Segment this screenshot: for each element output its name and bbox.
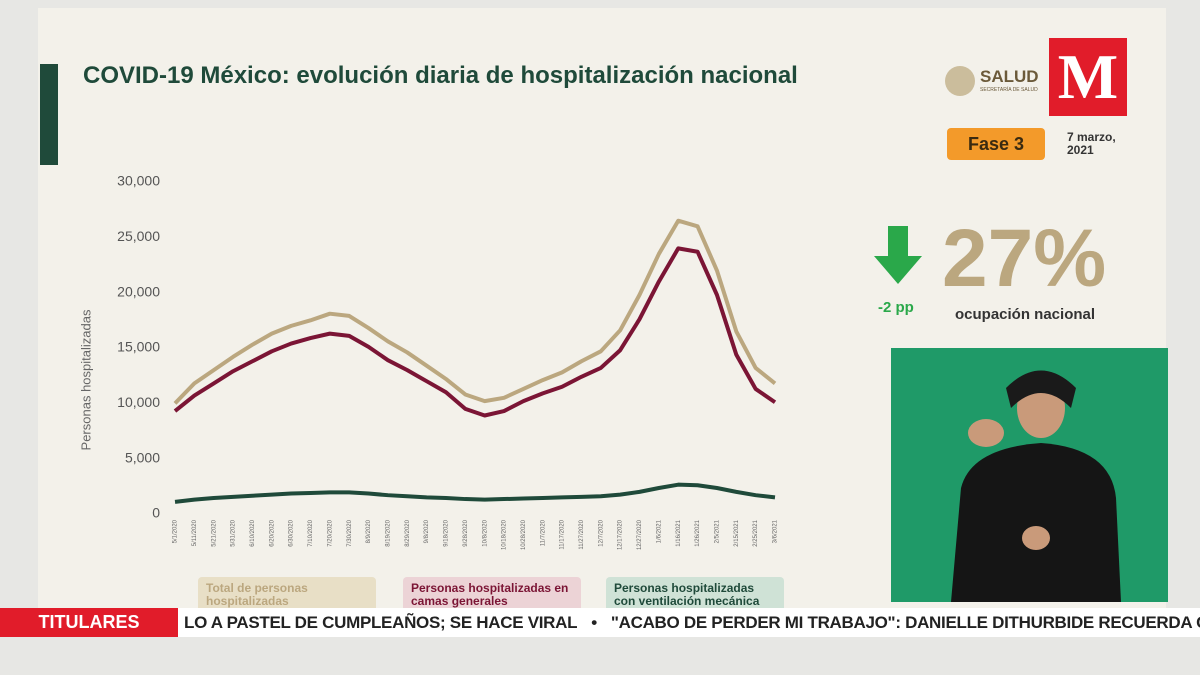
ticker-item: LO A PASTEL DE CUMPLEAÑOS; SE HACE VIRAL bbox=[184, 613, 578, 632]
chart-title: COVID-19 México: evolución diaria de hos… bbox=[83, 62, 798, 89]
x-tick-label: 11/17/2020 bbox=[560, 519, 566, 549]
x-tick-label: 3/6/2021 bbox=[773, 519, 779, 543]
x-tick-label: 1/6/2021 bbox=[656, 519, 662, 543]
x-tick-label: 6/20/2020 bbox=[269, 519, 275, 546]
x-tick-label: 12/7/2020 bbox=[598, 519, 604, 546]
series-line bbox=[174, 482, 776, 504]
ticker-item: • bbox=[591, 613, 597, 632]
logo-subtext: SECRETARÍA DE SALUD bbox=[980, 87, 1038, 93]
x-tick-label: 8/9/2020 bbox=[366, 519, 372, 543]
x-tick-label: 8/29/2020 bbox=[405, 519, 411, 546]
x-tick-label: 2/15/2021 bbox=[734, 519, 740, 546]
x-tick-label: 5/21/2020 bbox=[211, 519, 217, 546]
chart: Personas hospitalizadas 0 5,000 10,000 15,0… bbox=[78, 173, 779, 550]
x-tick-label: 9/8/2020 bbox=[424, 519, 430, 543]
interpreter bbox=[951, 370, 1121, 602]
x-tick-label: 9/28/2020 bbox=[463, 519, 469, 546]
kpi-value: 27% bbox=[942, 213, 1107, 304]
legend-entry: Personas hospitalizadas en camas general… bbox=[403, 577, 581, 613]
x-tick-label: 2/25/2021 bbox=[753, 519, 759, 546]
x-tick-label: 12/17/2020 bbox=[618, 519, 624, 550]
x-tick-label: 11/27/2020 bbox=[579, 519, 585, 549]
footer bbox=[0, 637, 1200, 675]
logo-emblem bbox=[945, 66, 975, 96]
x-tick-label: 10/28/2020 bbox=[521, 519, 527, 550]
channel-logo: M bbox=[1049, 38, 1127, 116]
x-tick-label: 7/20/2020 bbox=[327, 519, 333, 546]
y-tick-label: 25,000 bbox=[117, 228, 160, 244]
x-tick-label: 5/31/2020 bbox=[231, 519, 237, 546]
x-tick-label: 2/5/2021 bbox=[715, 519, 721, 543]
series-line bbox=[173, 218, 777, 405]
x-tick-label: 5/11/2020 bbox=[192, 519, 198, 546]
legend-entry: Total de personas hospitalizadas bbox=[198, 577, 376, 613]
logo-text: SALUD bbox=[980, 67, 1039, 86]
x-tick-label: 11/7/2020 bbox=[540, 519, 546, 546]
down-arrow bbox=[874, 226, 922, 284]
x-tick-label: 9/18/2020 bbox=[444, 519, 450, 546]
y-tick-label: 10,000 bbox=[117, 394, 160, 410]
x-tick-label: 7/30/2020 bbox=[347, 519, 353, 546]
x-tick-label: 7/10/2020 bbox=[308, 519, 314, 546]
series-line bbox=[173, 246, 777, 418]
interpreter-video bbox=[891, 348, 1168, 602]
ticker-item: "ACABO DE PERDER MI TRABAJO": DANIELLE D… bbox=[610, 613, 1200, 632]
ticker-label: TITULARES bbox=[0, 608, 178, 637]
legend-entry: Personas hospitalizadas con ventilación … bbox=[606, 577, 784, 613]
x-tick-label: 6/30/2020 bbox=[289, 519, 295, 546]
x-tick-label: 1/16/2021 bbox=[676, 519, 682, 546]
x-tick-label: 5/1/2020 bbox=[173, 519, 179, 543]
phase-badge: Fase 3 bbox=[947, 128, 1045, 160]
kpi-label: ocupación nacional bbox=[955, 306, 1096, 323]
date: 7 marzo, 2021 bbox=[1067, 130, 1116, 157]
y-tick-label: 30,000 bbox=[117, 173, 160, 189]
x-tick-label: 10/18/2020 bbox=[502, 519, 508, 550]
x-tick-label: 12/27/2020 bbox=[637, 519, 643, 550]
x-tick-label: 1/26/2021 bbox=[695, 519, 701, 546]
accent-bar bbox=[40, 64, 58, 165]
x-tick-label: 8/19/2020 bbox=[385, 519, 391, 546]
x-tick-label: 10/8/2020 bbox=[482, 519, 488, 546]
y-tick-label: 5,000 bbox=[125, 449, 160, 465]
ticker: TITULARES LO A PASTEL DE CUMPLEAÑOS; SE … bbox=[0, 608, 1200, 637]
y-axis-label: Personas hospitalizadas bbox=[78, 309, 93, 450]
x-tick-label: 6/10/2020 bbox=[250, 519, 256, 546]
y-tick-label: 15,000 bbox=[117, 339, 160, 355]
y-tick-label: 0 bbox=[152, 505, 160, 521]
kpi-change: -2 pp bbox=[878, 299, 914, 316]
y-tick-label: 20,000 bbox=[117, 283, 160, 299]
